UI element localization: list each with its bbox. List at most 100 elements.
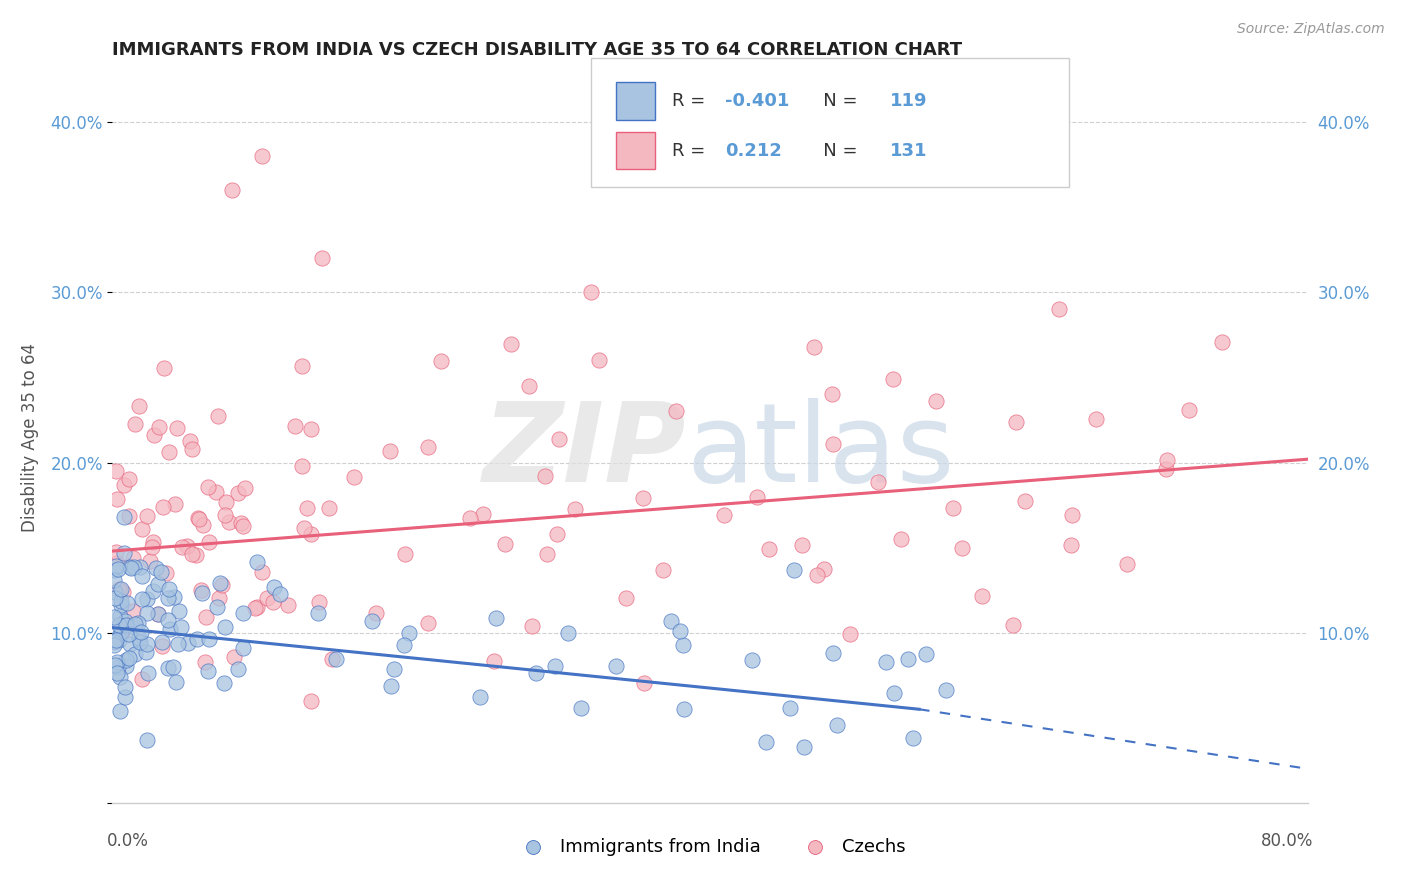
Legend: Immigrants from India, Czechs: Immigrants from India, Czechs [508, 830, 912, 863]
Point [191, 518, 214, 533]
Point [112, 546, 135, 560]
Point [232, 641, 254, 656]
Point [307, 606, 329, 620]
Point [104, 584, 127, 599]
Point [141, 540, 163, 554]
Text: atlas: atlas [686, 398, 955, 505]
Point [103, 573, 125, 587]
Point [104, 563, 127, 577]
Point [118, 637, 141, 651]
Point [207, 600, 229, 615]
Point [176, 539, 198, 553]
Point [131, 522, 153, 536]
Point [277, 598, 299, 612]
Point [972, 590, 994, 604]
Point [564, 502, 586, 516]
Point [167, 604, 190, 618]
Point [212, 676, 235, 690]
Point [569, 701, 592, 715]
Point [803, 340, 825, 354]
Point [398, 626, 420, 640]
Point [605, 659, 627, 673]
Point [755, 735, 778, 749]
Point [883, 686, 905, 700]
Point [211, 578, 233, 592]
Point [243, 600, 266, 615]
Point [157, 445, 180, 459]
Point [170, 619, 193, 633]
Point [418, 440, 440, 454]
Text: 119: 119 [890, 92, 928, 110]
Point [103, 638, 125, 652]
Point [129, 625, 152, 640]
Point [166, 420, 188, 434]
Point [262, 595, 284, 609]
Point [741, 652, 763, 666]
Point [115, 618, 138, 632]
Point [115, 658, 138, 673]
Point [112, 510, 135, 524]
Point [120, 561, 142, 575]
Point [1115, 558, 1137, 572]
Point [484, 654, 506, 668]
Text: IMMIGRANTS FROM INDIA VS CZECH DISABILITY AGE 35 TO 64 CORRELATION CHART: IMMIGRANTS FROM INDIA VS CZECH DISABILIT… [112, 41, 963, 59]
Point [471, 508, 494, 522]
Point [392, 638, 415, 652]
Point [866, 475, 889, 490]
Point [672, 638, 695, 652]
Point [382, 662, 405, 676]
Point [108, 670, 131, 684]
Point [110, 598, 132, 612]
Point [470, 690, 492, 704]
Point [631, 491, 654, 505]
Point [103, 634, 125, 648]
Point [783, 563, 806, 577]
Point [214, 494, 236, 508]
Point [114, 614, 136, 628]
Point [156, 613, 179, 627]
Point [148, 420, 170, 434]
Point [378, 444, 401, 458]
Point [501, 337, 523, 351]
Point [361, 614, 384, 628]
Text: -0.401: -0.401 [725, 92, 790, 110]
Point [108, 618, 131, 632]
Point [430, 353, 453, 368]
Point [366, 606, 388, 620]
Point [107, 660, 129, 674]
Point [115, 596, 138, 610]
Point [135, 508, 157, 523]
Point [112, 584, 135, 599]
Point [713, 508, 735, 523]
Point [142, 534, 165, 549]
Point [311, 252, 333, 266]
Point [162, 659, 184, 673]
Text: R =: R = [672, 92, 711, 110]
Point [127, 616, 149, 631]
Point [318, 500, 340, 515]
Point [108, 629, 131, 643]
Point [179, 434, 201, 448]
Point [208, 591, 231, 605]
Point [1014, 493, 1036, 508]
Point [194, 610, 217, 624]
Point [198, 632, 221, 646]
Point [108, 704, 131, 718]
Point [1154, 462, 1177, 476]
Point [105, 558, 128, 573]
Text: R =: R = [672, 142, 711, 160]
Text: 0.0%: 0.0% [107, 832, 149, 850]
Point [1178, 402, 1201, 417]
Point [1084, 412, 1107, 426]
Text: 131: 131 [890, 142, 928, 160]
Point [121, 551, 143, 566]
Point [136, 606, 159, 620]
Point [105, 556, 128, 570]
Point [112, 478, 135, 492]
Point [950, 541, 973, 555]
Text: ZIP: ZIP [482, 398, 686, 505]
Point [394, 547, 416, 561]
Point [747, 490, 769, 504]
Point [105, 492, 128, 507]
Point [188, 512, 211, 526]
